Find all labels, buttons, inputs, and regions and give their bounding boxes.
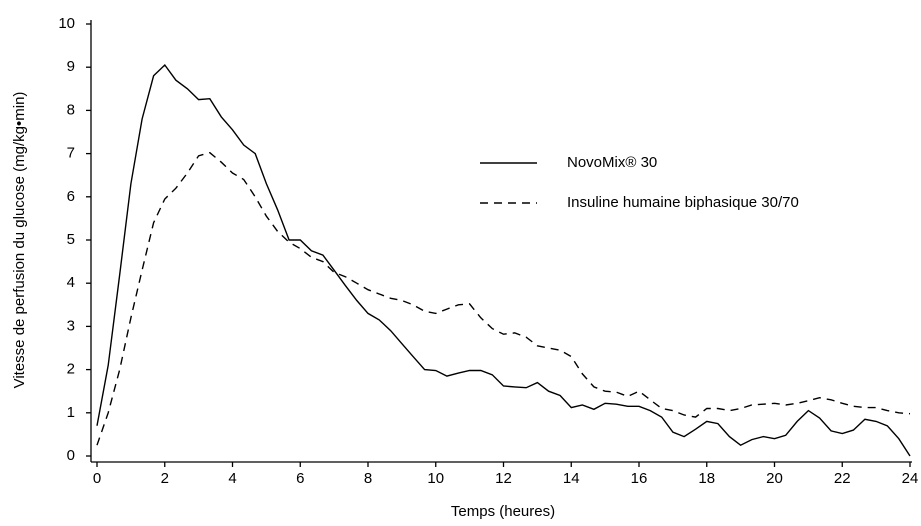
y-tick-label: 9: [67, 58, 75, 75]
y-tick-label: 6: [67, 188, 75, 205]
series-line: [96, 151, 911, 446]
legend-label: Insuline humaine biphasique 30/70: [567, 194, 799, 211]
x-tick-label: 0: [93, 470, 101, 487]
x-tick-label: 4: [228, 470, 236, 487]
x-tick-label: 2: [161, 470, 169, 487]
y-tick-label: 5: [67, 231, 75, 248]
y-tick-label: 10: [58, 15, 75, 32]
x-tick-label: 6: [296, 470, 304, 487]
y-tick-label: 1: [67, 404, 75, 421]
y-tick-label: 2: [67, 361, 75, 378]
y-tick-label: 0: [67, 447, 75, 464]
x-tick-label: 10: [427, 470, 444, 487]
y-axis-title: Vitesse de perfusion du glucose (mg/kg•m…: [11, 92, 28, 389]
x-tick-label: 22: [834, 470, 851, 487]
x-tick-label: 14: [563, 470, 580, 487]
legend-label: NovoMix® 30: [567, 154, 657, 171]
y-tick-label: 3: [67, 317, 75, 334]
x-tick-label: 8: [364, 470, 372, 487]
x-tick-label: 16: [631, 470, 648, 487]
series-line: [96, 63, 911, 457]
x-tick-label: 24: [902, 470, 919, 487]
x-tick-label: 18: [698, 470, 715, 487]
y-tick-label: 4: [67, 274, 75, 291]
x-tick-label: 20: [766, 470, 783, 487]
x-tick-label: 12: [495, 470, 512, 487]
y-tick-label: 8: [67, 101, 75, 118]
x-axis-title: Temps (heures): [451, 503, 555, 520]
y-tick-label: 7: [67, 145, 75, 162]
